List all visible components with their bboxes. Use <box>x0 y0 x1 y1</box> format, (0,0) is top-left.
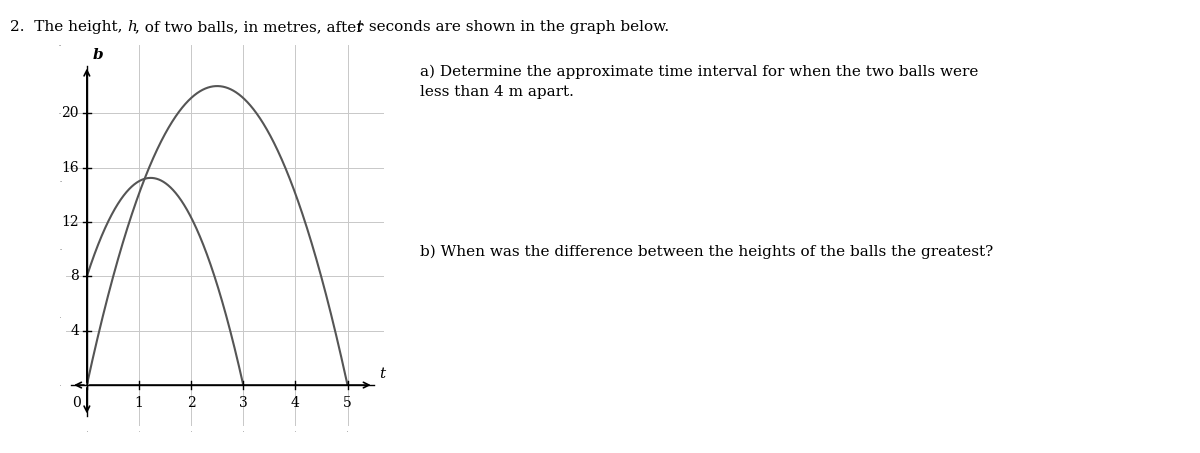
Text: seconds are shown in the graph below.: seconds are shown in the graph below. <box>364 20 670 34</box>
Text: 0: 0 <box>72 396 80 410</box>
Text: t: t <box>379 367 385 381</box>
Text: 2: 2 <box>187 396 196 410</box>
Text: 16: 16 <box>61 161 79 174</box>
Text: h: h <box>127 20 137 34</box>
Text: less than 4 m apart.: less than 4 m apart. <box>420 85 574 99</box>
Text: t: t <box>356 20 362 34</box>
Text: 4: 4 <box>290 396 300 410</box>
Text: 12: 12 <box>61 215 79 229</box>
Text: 1: 1 <box>134 396 144 410</box>
Text: b) When was the difference between the heights of the balls the greatest?: b) When was the difference between the h… <box>420 245 994 260</box>
Text: 3: 3 <box>239 396 247 410</box>
Text: 5: 5 <box>343 396 352 410</box>
Text: , of two balls, in metres, after: , of two balls, in metres, after <box>134 20 368 34</box>
Text: a) Determine the approximate time interval for when the two balls were: a) Determine the approximate time interv… <box>420 65 978 79</box>
Text: b: b <box>94 48 103 62</box>
Text: 20: 20 <box>61 106 79 120</box>
Text: 8: 8 <box>71 270 79 283</box>
Text: 2.  The height,: 2. The height, <box>10 20 127 34</box>
Text: 4: 4 <box>70 324 79 337</box>
